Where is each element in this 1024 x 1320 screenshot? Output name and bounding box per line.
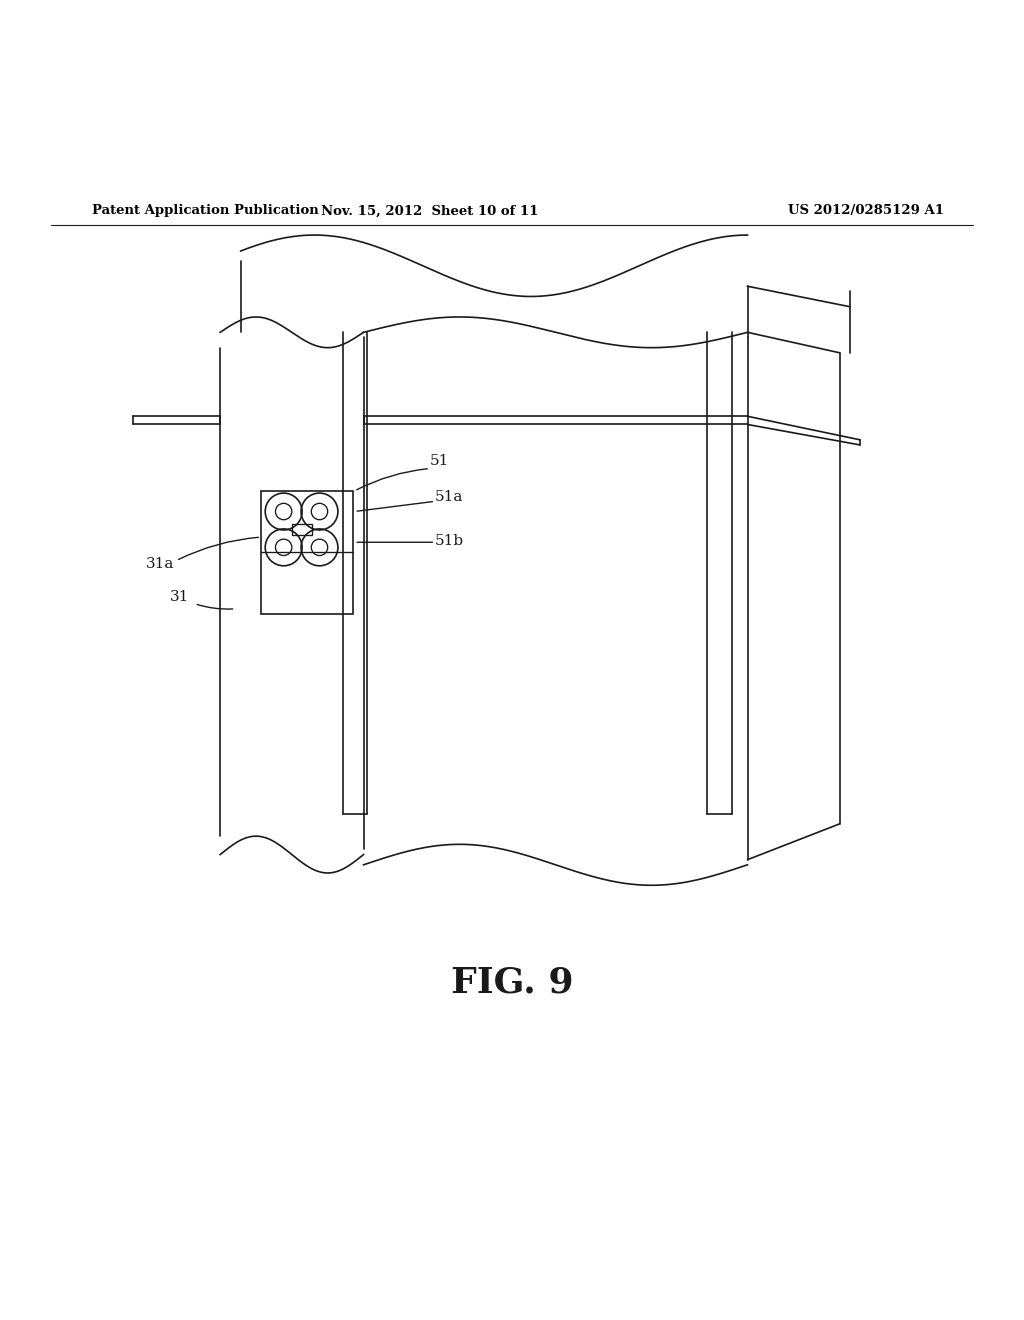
Text: 51a: 51a: [435, 490, 464, 504]
Text: Patent Application Publication: Patent Application Publication: [92, 205, 318, 218]
Text: 51b: 51b: [435, 535, 464, 548]
Text: FIG. 9: FIG. 9: [451, 965, 573, 999]
Text: Nov. 15, 2012  Sheet 10 of 11: Nov. 15, 2012 Sheet 10 of 11: [322, 205, 539, 218]
Text: 31a: 31a: [145, 557, 174, 570]
Text: 51: 51: [430, 454, 450, 469]
Text: US 2012/0285129 A1: US 2012/0285129 A1: [788, 205, 944, 218]
Text: 31: 31: [170, 590, 189, 603]
